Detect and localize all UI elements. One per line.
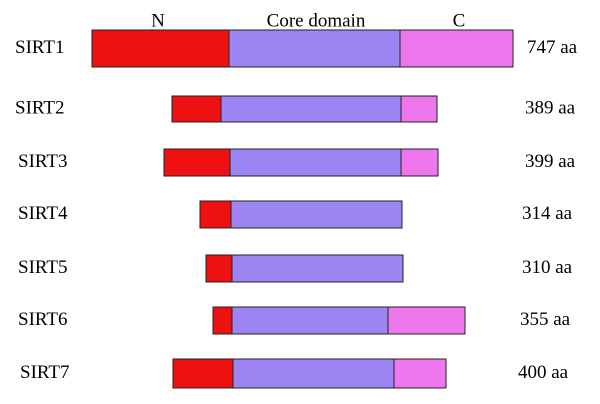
protein-name: SIRT3 xyxy=(18,151,68,172)
n-terminal-region xyxy=(171,95,222,123)
n-terminal-region xyxy=(172,358,234,389)
core-domain xyxy=(231,254,404,283)
core-domain xyxy=(228,29,401,68)
protein-name: SIRT7 xyxy=(20,362,70,383)
core-domain-label: Core domain xyxy=(267,10,366,31)
c-terminus-label: C xyxy=(453,10,466,31)
core-domain xyxy=(232,358,395,389)
c-terminal-region xyxy=(387,306,466,335)
c-terminal-region xyxy=(400,95,438,123)
n-terminus-label: N xyxy=(151,10,165,31)
c-terminal-region xyxy=(399,29,514,68)
protein-name: SIRT4 xyxy=(18,203,68,224)
core-domain xyxy=(229,148,402,177)
core-domain xyxy=(230,200,403,229)
core-domain xyxy=(220,95,402,123)
c-terminal-region xyxy=(393,358,447,389)
protein-name: SIRT5 xyxy=(18,257,68,278)
protein-length: 355 aa xyxy=(520,309,571,330)
protein-name: SIRT6 xyxy=(18,309,68,330)
protein-name: SIRT2 xyxy=(15,97,65,118)
n-terminal-region xyxy=(199,200,232,229)
protein-name: SIRT1 xyxy=(15,37,65,58)
n-terminal-region xyxy=(163,148,231,177)
n-terminal-region xyxy=(205,254,233,283)
core-domain xyxy=(231,306,389,335)
protein-length: 314 aa xyxy=(522,203,573,224)
protein-length: 389 aa xyxy=(525,97,576,118)
protein-length: 310 aa xyxy=(522,257,573,278)
protein-length: 747 aa xyxy=(527,37,578,58)
c-terminal-region xyxy=(400,148,439,177)
n-terminal-region xyxy=(91,29,230,68)
n-terminal-region xyxy=(212,306,233,335)
protein-length: 400 aa xyxy=(518,362,569,383)
protein-length: 399 aa xyxy=(525,151,576,172)
